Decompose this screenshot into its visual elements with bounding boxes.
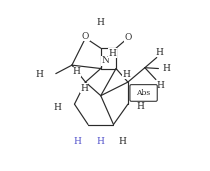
Text: H: H [54,103,62,112]
Text: H: H [80,84,88,93]
Text: H: H [136,102,144,111]
Text: H: H [156,48,164,57]
Text: H: H [97,18,105,27]
Text: H: H [163,64,171,73]
Text: H: H [97,137,105,146]
Text: H: H [35,70,43,79]
Text: H: H [108,49,116,57]
Text: O: O [124,33,132,42]
Text: Abs: Abs [136,89,151,97]
Text: H: H [74,137,82,146]
FancyBboxPatch shape [130,85,157,101]
Text: H: H [122,70,130,79]
Text: N: N [102,56,110,65]
Text: H: H [157,81,165,90]
Text: H: H [118,137,126,146]
Text: O: O [82,32,89,41]
Text: H: H [72,67,80,76]
